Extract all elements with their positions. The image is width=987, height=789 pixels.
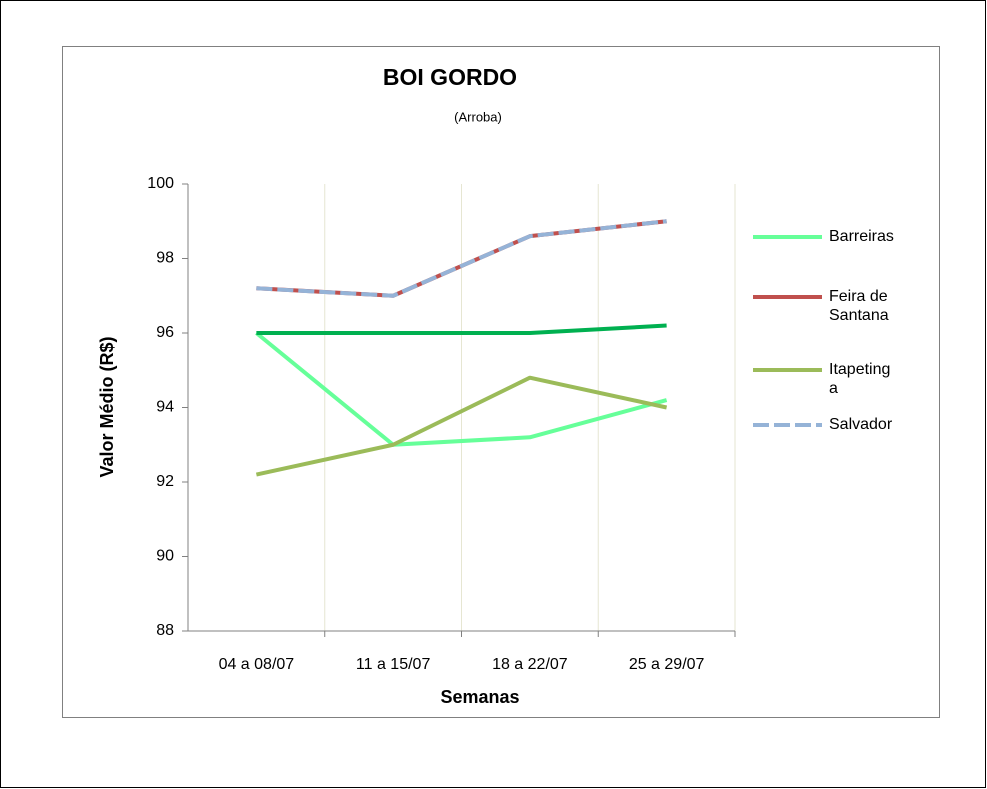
- y-tick-label: 92: [156, 473, 174, 490]
- series-line: [255, 331, 668, 447]
- legend-label: Salvador: [829, 416, 893, 433]
- series-line: [255, 375, 668, 477]
- series-line: [256, 219, 667, 298]
- x-tick-label: 04 a 08/07: [219, 656, 295, 673]
- chart-border: [62, 46, 940, 718]
- x-tick-label: 25 a 29/07: [629, 656, 705, 673]
- y-tick-label: 94: [156, 399, 174, 416]
- legend-label: Barreiras: [829, 228, 894, 245]
- y-axis-label: Valor Médio (R$): [97, 336, 117, 477]
- y-tick-label: 98: [156, 250, 174, 267]
- legend-label: Itapetinga: [829, 361, 891, 397]
- legend-label: Feira de Santana: [829, 288, 889, 324]
- y-tick-label: 100: [147, 175, 174, 192]
- chart-title: BOI GORDO: [383, 64, 517, 90]
- chart-subtitle: (Arroba): [454, 109, 502, 124]
- x-tick-label: 18 a 22/07: [492, 656, 568, 673]
- y-tick-label: 96: [156, 324, 174, 341]
- y-tick-label: 90: [156, 548, 174, 565]
- x-tick-label: 11 a 15/07: [356, 656, 431, 673]
- series-line: [256, 323, 667, 335]
- y-tick-label: 88: [156, 622, 174, 639]
- x-axis-label: Semanas: [440, 687, 519, 707]
